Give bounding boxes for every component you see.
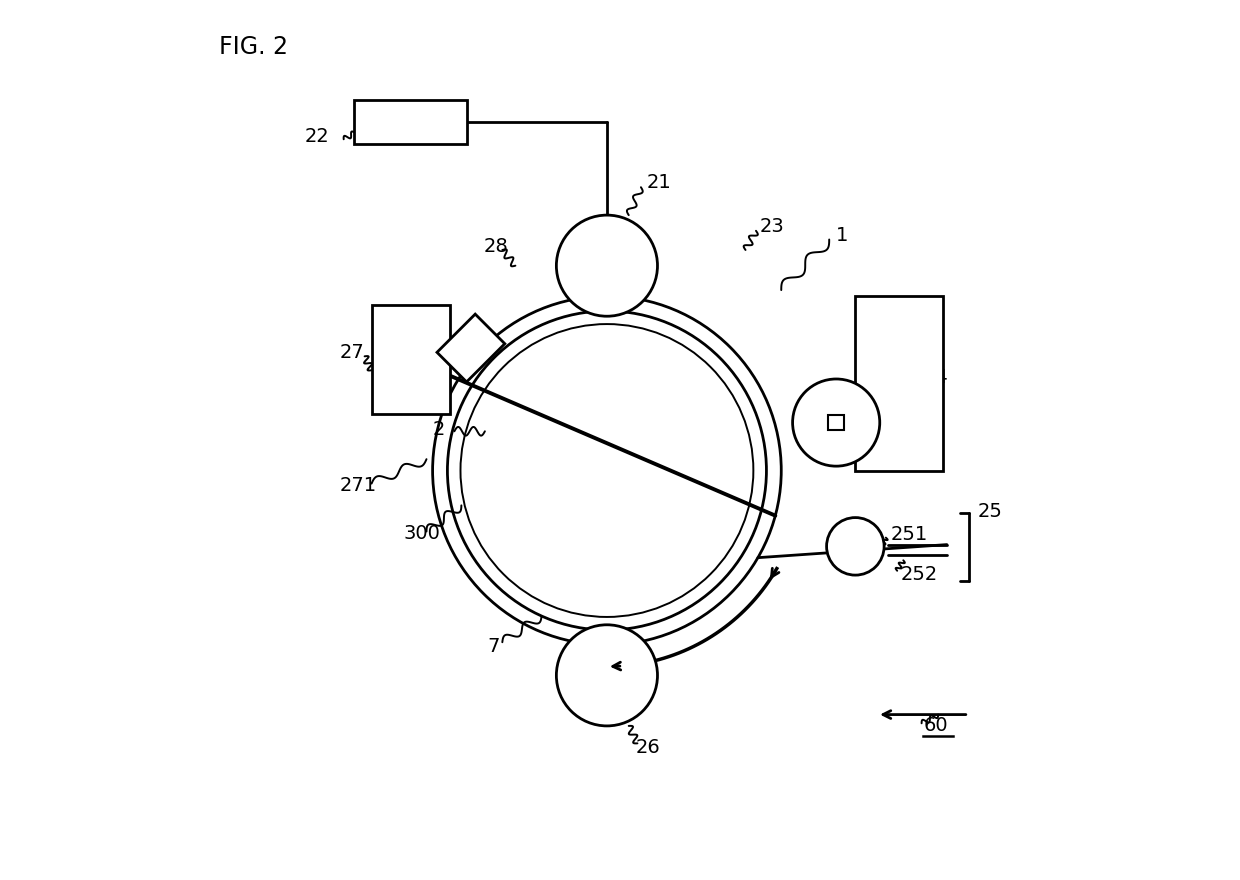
- Bar: [856, 297, 942, 471]
- Bar: [372, 304, 450, 414]
- Text: 28: 28: [484, 237, 508, 256]
- Text: 27: 27: [340, 343, 365, 363]
- Text: 23: 23: [759, 217, 784, 236]
- Polygon shape: [436, 314, 505, 382]
- Bar: [828, 414, 844, 430]
- Text: 241: 241: [882, 444, 919, 464]
- Text: 26: 26: [636, 738, 661, 757]
- Text: 271: 271: [340, 476, 377, 495]
- Text: 251: 251: [890, 524, 928, 544]
- Text: 252: 252: [900, 565, 937, 583]
- Text: 2: 2: [433, 420, 445, 439]
- Bar: [355, 100, 467, 143]
- Text: 24: 24: [924, 368, 949, 386]
- Text: 21: 21: [646, 173, 671, 193]
- Text: 25: 25: [977, 502, 1002, 521]
- Text: 22: 22: [305, 127, 329, 146]
- Text: FIG. 2: FIG. 2: [219, 34, 288, 59]
- Text: 7: 7: [487, 637, 500, 656]
- Text: 60: 60: [924, 716, 947, 736]
- Circle shape: [557, 215, 657, 316]
- Circle shape: [792, 379, 879, 466]
- Text: 1: 1: [836, 225, 848, 245]
- Circle shape: [557, 625, 657, 726]
- Text: 300: 300: [404, 524, 440, 543]
- Circle shape: [827, 517, 884, 576]
